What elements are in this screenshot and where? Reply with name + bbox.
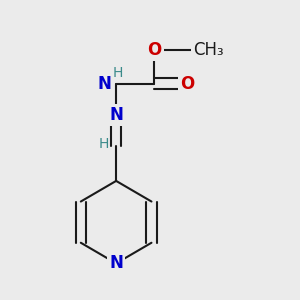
Text: H: H xyxy=(98,137,109,151)
Text: CH₃: CH₃ xyxy=(193,41,223,59)
Text: O: O xyxy=(180,75,194,93)
Text: H: H xyxy=(112,66,123,80)
Text: N: N xyxy=(109,254,123,272)
Text: O: O xyxy=(147,41,161,59)
Text: N: N xyxy=(98,75,112,93)
Text: N: N xyxy=(109,106,123,124)
